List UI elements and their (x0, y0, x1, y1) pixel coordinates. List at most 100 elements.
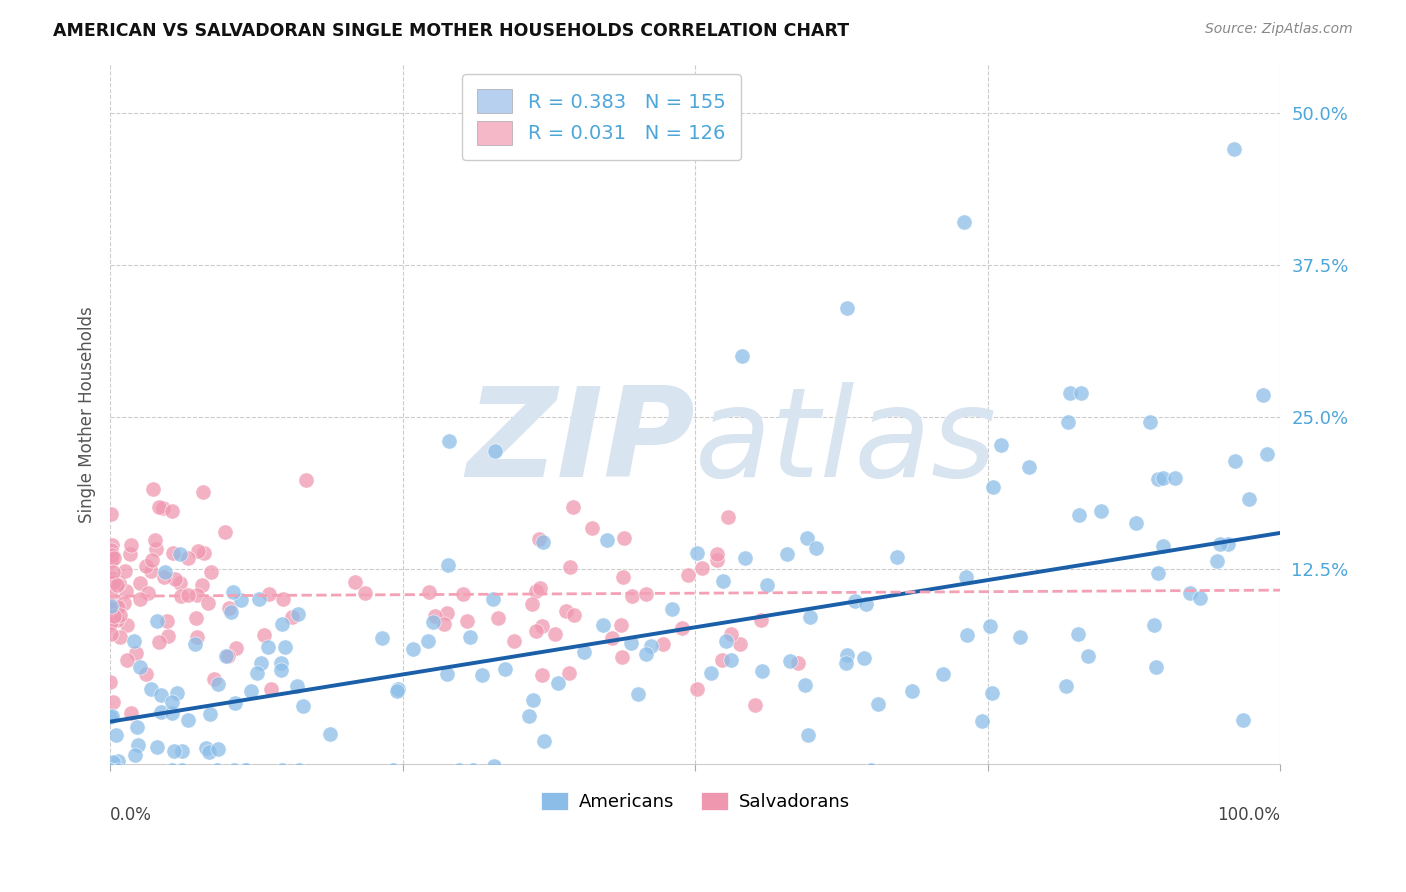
Point (756, 577, 779, 591)
Point (166, 685, 188, 699)
Point (1223, 453, 1246, 467)
Point (229, 592, 252, 607)
Point (101, 539, 124, 553)
Point (104, 604, 127, 618)
Point (418, 584, 440, 599)
Point (103, 574, 125, 589)
Point (114, 583, 136, 598)
Point (186, 630, 208, 644)
Point (744, 698, 766, 712)
Point (980, 686, 1002, 700)
Text: 100.0%: 100.0% (1218, 806, 1281, 824)
Point (287, 607, 309, 621)
Point (547, 676, 569, 690)
Point (287, 679, 309, 693)
Point (555, 604, 578, 618)
Point (200, 565, 222, 579)
Point (1239, 491, 1261, 506)
Point (416, 633, 439, 648)
Point (294, 474, 316, 488)
Point (198, 707, 221, 722)
Point (98, 587, 121, 601)
Point (100, 617, 122, 632)
Point (162, 545, 184, 559)
Point (107, 576, 129, 591)
Point (734, 550, 756, 565)
Point (136, 586, 159, 600)
Point (711, 574, 734, 589)
Point (224, 764, 246, 778)
Point (503, 633, 526, 648)
Point (169, 547, 191, 561)
Point (148, 500, 170, 515)
Point (107, 599, 129, 614)
Point (640, 639, 662, 653)
Point (387, 681, 409, 696)
Point (1147, 566, 1170, 581)
Point (1069, 508, 1091, 522)
Point (170, 744, 193, 758)
Point (1152, 539, 1174, 553)
Point (979, 619, 1001, 633)
Point (103, 755, 125, 769)
Point (177, 713, 200, 727)
Point (172, 764, 194, 778)
Point (101, 565, 124, 579)
Point (98, 600, 121, 615)
Point (163, 744, 186, 758)
Point (224, 696, 246, 710)
Point (634, 587, 657, 601)
Point (799, 609, 821, 624)
Point (776, 547, 799, 561)
Point (197, 596, 219, 610)
Point (271, 764, 294, 778)
Point (749, 613, 772, 627)
Point (202, 672, 225, 686)
Point (101, 695, 124, 709)
Point (855, 597, 877, 611)
Point (162, 706, 184, 720)
Point (100, 599, 122, 613)
Point (751, 664, 773, 678)
Point (953, 215, 976, 229)
Point (103, 595, 125, 609)
Point (437, 558, 460, 573)
Point (706, 553, 728, 567)
Point (271, 616, 294, 631)
Point (482, 759, 505, 773)
Point (257, 640, 280, 654)
Point (107, 754, 129, 768)
Point (270, 663, 292, 677)
Point (100, 615, 122, 629)
Point (620, 636, 643, 650)
Point (779, 654, 801, 668)
Point (1057, 415, 1080, 429)
Point (620, 590, 643, 604)
Point (105, 728, 128, 742)
Point (610, 618, 633, 632)
Point (187, 544, 209, 558)
Point (382, 764, 405, 778)
Point (207, 741, 229, 756)
Point (1152, 471, 1174, 485)
Point (110, 607, 132, 622)
Point (259, 587, 281, 601)
Point (98, 576, 121, 591)
Point (1139, 416, 1161, 430)
Point (205, 764, 228, 778)
Point (652, 637, 675, 651)
Point (1188, 591, 1211, 605)
Point (486, 611, 509, 625)
Point (852, 651, 875, 665)
Point (787, 657, 810, 671)
Point (868, 697, 890, 711)
Point (1209, 537, 1232, 551)
Point (100, 764, 122, 778)
Point (253, 628, 276, 642)
Point (524, 624, 547, 638)
Point (720, 627, 742, 641)
Point (101, 548, 124, 562)
Point (139, 565, 162, 579)
Point (529, 581, 551, 595)
Point (574, 645, 596, 659)
